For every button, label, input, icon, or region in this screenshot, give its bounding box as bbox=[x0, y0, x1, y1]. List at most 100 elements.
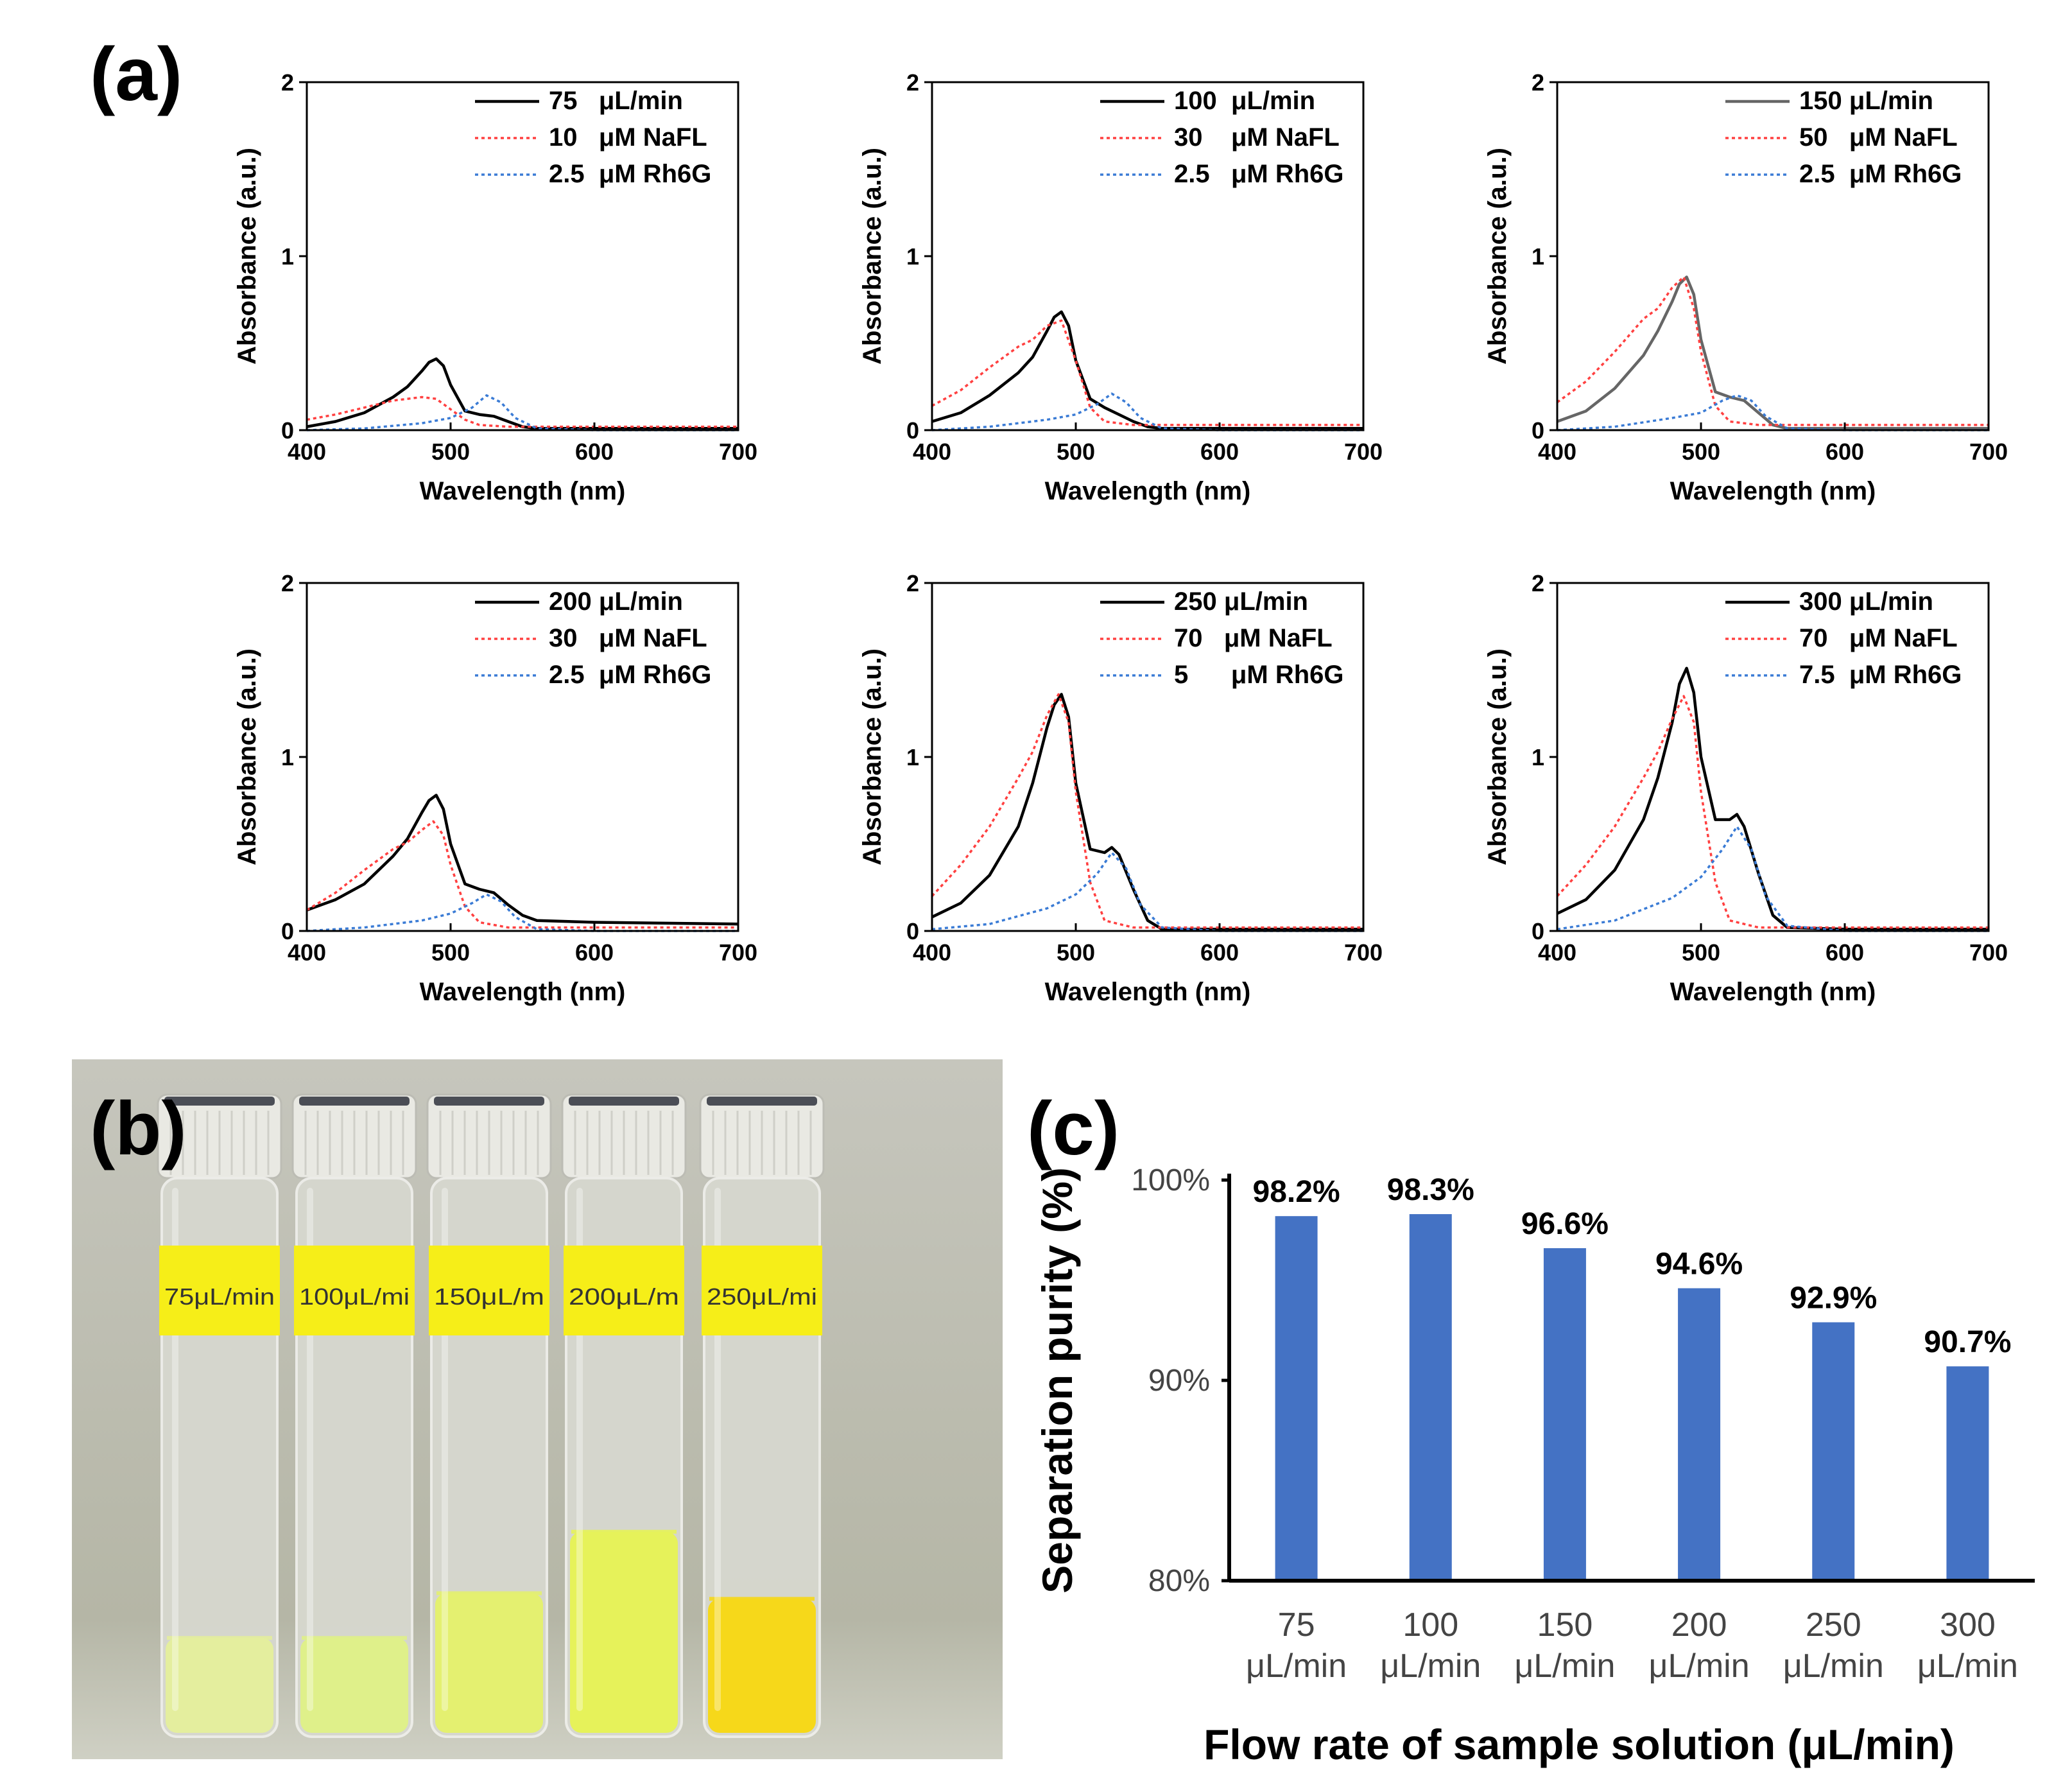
vials-photo: 75μL/min 100μL/mi 150μL/m 200μL/m 250μL/mi bbox=[72, 1059, 1003, 1759]
panel-label-a: (a) bbox=[90, 32, 183, 117]
series-line-rh6g bbox=[1557, 825, 1989, 932]
y-axis-label: Absorbance (a.u.) bbox=[1483, 148, 1512, 365]
vial-label-tape bbox=[564, 1246, 684, 1335]
y-tick-label: 2 bbox=[906, 69, 919, 96]
y-tick-label: 90% bbox=[1148, 1364, 1210, 1398]
series-line-nafl bbox=[1556, 695, 1989, 929]
y-tick-label: 100% bbox=[1131, 1163, 1210, 1197]
y-tick-label: 0 bbox=[281, 417, 294, 444]
y-tick-label: 0 bbox=[281, 918, 294, 944]
spectrum-chart-3: 400 500 600 700 0 1 2 Wavelength (nm) Absorbance… bbox=[1483, 69, 2008, 505]
vial-liquid bbox=[300, 1638, 408, 1733]
series-line-rh6g bbox=[1557, 394, 1989, 431]
legend-label: 2.5 μM Rh6G bbox=[1799, 160, 1962, 188]
y-tick-label: 1 bbox=[1532, 744, 1544, 770]
legend-label: 7.5 μM Rh6G bbox=[1799, 661, 1962, 689]
y-tick-label: 0 bbox=[1532, 918, 1544, 944]
series-line-mix bbox=[306, 357, 738, 430]
x-category-unit: μL/min bbox=[1380, 1647, 1481, 1685]
x-tick-label: 500 bbox=[1682, 439, 1720, 465]
bar bbox=[1946, 1366, 1989, 1581]
x-axis-label: Wavelength (nm) bbox=[1670, 978, 1876, 1006]
legend-label: 75 μL/min bbox=[549, 87, 683, 115]
vial-liquid bbox=[166, 1638, 273, 1733]
y-axis-label: Absorbance (a.u.) bbox=[233, 148, 261, 365]
vial: 75μL/min bbox=[157, 1093, 282, 1738]
legend-label: 30 μM NaFL bbox=[549, 624, 707, 652]
x-tick-label: 700 bbox=[719, 939, 757, 966]
x-tick-label: 600 bbox=[575, 939, 614, 966]
x-category-label: 100 bbox=[1403, 1606, 1458, 1644]
vial-liquid bbox=[435, 1593, 543, 1733]
bar-data-label: 90.7% bbox=[1924, 1325, 2011, 1359]
vial-label-text: 250μL/mi bbox=[707, 1283, 817, 1310]
legend-label: 2.5 μM Rh6G bbox=[549, 160, 711, 188]
legend-label: 150 μL/min bbox=[1799, 87, 1933, 115]
x-category-unit: μL/min bbox=[1649, 1647, 1750, 1685]
series-line-nafl bbox=[1556, 275, 1989, 426]
bar-data-label: 96.6% bbox=[1521, 1207, 1609, 1241]
vial: 150μL/m bbox=[426, 1093, 552, 1738]
y-tick-label: 1 bbox=[1532, 243, 1544, 270]
x-tick-label: 700 bbox=[719, 439, 757, 465]
bar-data-label: 98.3% bbox=[1387, 1173, 1474, 1207]
vial-cap-rim bbox=[569, 1097, 679, 1106]
x-category-unit: μL/min bbox=[1917, 1647, 2018, 1685]
vial-label-text: 150μL/m bbox=[434, 1283, 544, 1310]
vial-label-text: 100μL/mi bbox=[299, 1283, 410, 1310]
legend-label: 70 μM NaFL bbox=[1174, 624, 1333, 652]
y-tick-label: 1 bbox=[281, 744, 294, 770]
bar-data-label: 92.9% bbox=[1790, 1282, 1877, 1316]
vial-label-tape bbox=[294, 1246, 415, 1335]
legend-label: 2.5 μM Rh6G bbox=[549, 661, 711, 689]
panel-label-c: (c) bbox=[1027, 1086, 1120, 1171]
spectrum-chart-5: 400 500 600 700 0 1 2 Wavelength (nm) Absorbance… bbox=[858, 570, 1383, 1006]
x-axis-label: Wavelength (nm) bbox=[1045, 978, 1251, 1006]
spectrum-chart-6: 400 500 600 700 0 1 2 Wavelength (nm) Absorbance… bbox=[1483, 570, 2008, 1006]
y-tick-label: 1 bbox=[281, 243, 294, 270]
x-tick-label: 500 bbox=[431, 439, 470, 465]
panel-label-b: (b) bbox=[90, 1086, 187, 1171]
y-tick-label: 1 bbox=[906, 744, 919, 770]
x-category-label: 150 bbox=[1537, 1606, 1593, 1644]
legend-label: 10 μM NaFL bbox=[549, 123, 707, 152]
y-tick-label: 0 bbox=[906, 417, 919, 444]
y-axis-label: Absorbance (a.u.) bbox=[858, 648, 886, 865]
x-axis-label: Flow rate of sample solution (μL/min) bbox=[1204, 1721, 1955, 1768]
x-tick-label: 600 bbox=[1826, 939, 1864, 966]
spectrum-chart-4: 400 500 600 700 0 1 2 Wavelength (nm) Absorbance… bbox=[233, 570, 757, 1006]
y-tick-label: 2 bbox=[1532, 69, 1544, 96]
vial-cap-rim bbox=[434, 1097, 544, 1106]
x-tick-label: 400 bbox=[1538, 439, 1576, 465]
x-tick-label: 700 bbox=[1344, 439, 1383, 465]
legend-label: 200 μL/min bbox=[549, 587, 683, 616]
bar bbox=[1812, 1322, 1855, 1581]
y-axis-label: Separation purity (%) bbox=[1033, 1167, 1081, 1594]
x-tick-label: 600 bbox=[1826, 439, 1864, 465]
x-category-label: 250 bbox=[1806, 1606, 1861, 1644]
y-tick-label: 1 bbox=[906, 243, 919, 270]
legend-label: 2.5 μM Rh6G bbox=[1174, 160, 1344, 188]
x-tick-label: 600 bbox=[1200, 939, 1239, 966]
x-category-unit: μL/min bbox=[1514, 1647, 1615, 1685]
vial-cap-rim bbox=[299, 1097, 410, 1106]
series-line-nafl bbox=[306, 820, 738, 929]
spectrum-chart-1: 400 500 600 700 0 1 2 Wavelength (nm) Absorbance… bbox=[233, 69, 757, 505]
series-line-rh6g bbox=[306, 893, 738, 932]
x-tick-label: 500 bbox=[1682, 939, 1720, 966]
vial-label-tape bbox=[159, 1246, 280, 1335]
x-category-label: 300 bbox=[1940, 1606, 1996, 1644]
vial-label-tape bbox=[702, 1246, 822, 1335]
x-axis-label: Wavelength (nm) bbox=[420, 477, 626, 505]
series-line-nafl bbox=[931, 693, 1363, 929]
vial-liquid bbox=[708, 1599, 816, 1733]
legend-label: 30 μM NaFL bbox=[1174, 123, 1340, 152]
series-line-nafl bbox=[306, 395, 738, 428]
bar-data-label: 98.2% bbox=[1253, 1175, 1340, 1209]
vial-label-text: 75μL/min bbox=[164, 1283, 275, 1310]
vial: 250μL/mi bbox=[699, 1093, 825, 1738]
vial: 100μL/mi bbox=[291, 1093, 417, 1738]
purity-bar-chart: 98.2%75μL/min98.3%100μL/min96.6%150μL/mi… bbox=[1033, 1163, 2035, 1768]
series-line-mix bbox=[1557, 666, 1989, 931]
